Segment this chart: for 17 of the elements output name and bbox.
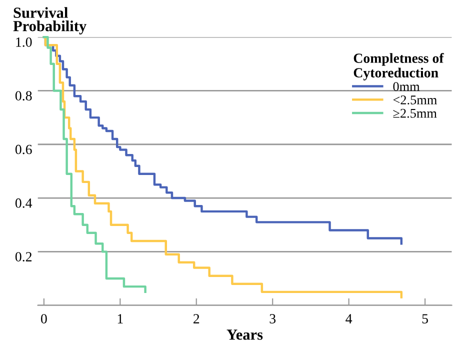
x-tick-label: 4 — [346, 314, 352, 324]
x-tick-label: 1 — [118, 314, 123, 324]
y-axis-title: Survival Probability — [13, 7, 86, 34]
x-axis-title: Years — [226, 330, 263, 340]
x-tick-label: 3 — [270, 314, 276, 324]
y-tick-label: 0.6 — [15, 144, 32, 154]
x-tick-label: 0 — [40, 314, 47, 324]
x-tick-label: 5 — [422, 314, 428, 324]
legend-label: ≥2.5mm — [393, 108, 437, 118]
legend-label: <2.5mm — [393, 96, 437, 104]
x-tick-label: 2 — [194, 314, 200, 324]
y-tick-label: 1.0 — [16, 37, 32, 47]
y-tick-label: 0.2 — [15, 252, 32, 262]
legend-label: 0mm — [393, 82, 420, 92]
y-tick-label: 0.4 — [15, 198, 32, 208]
y-tick-label: 0.8 — [15, 91, 32, 101]
legend-title: Completness of Cytoreduction — [354, 53, 444, 80]
